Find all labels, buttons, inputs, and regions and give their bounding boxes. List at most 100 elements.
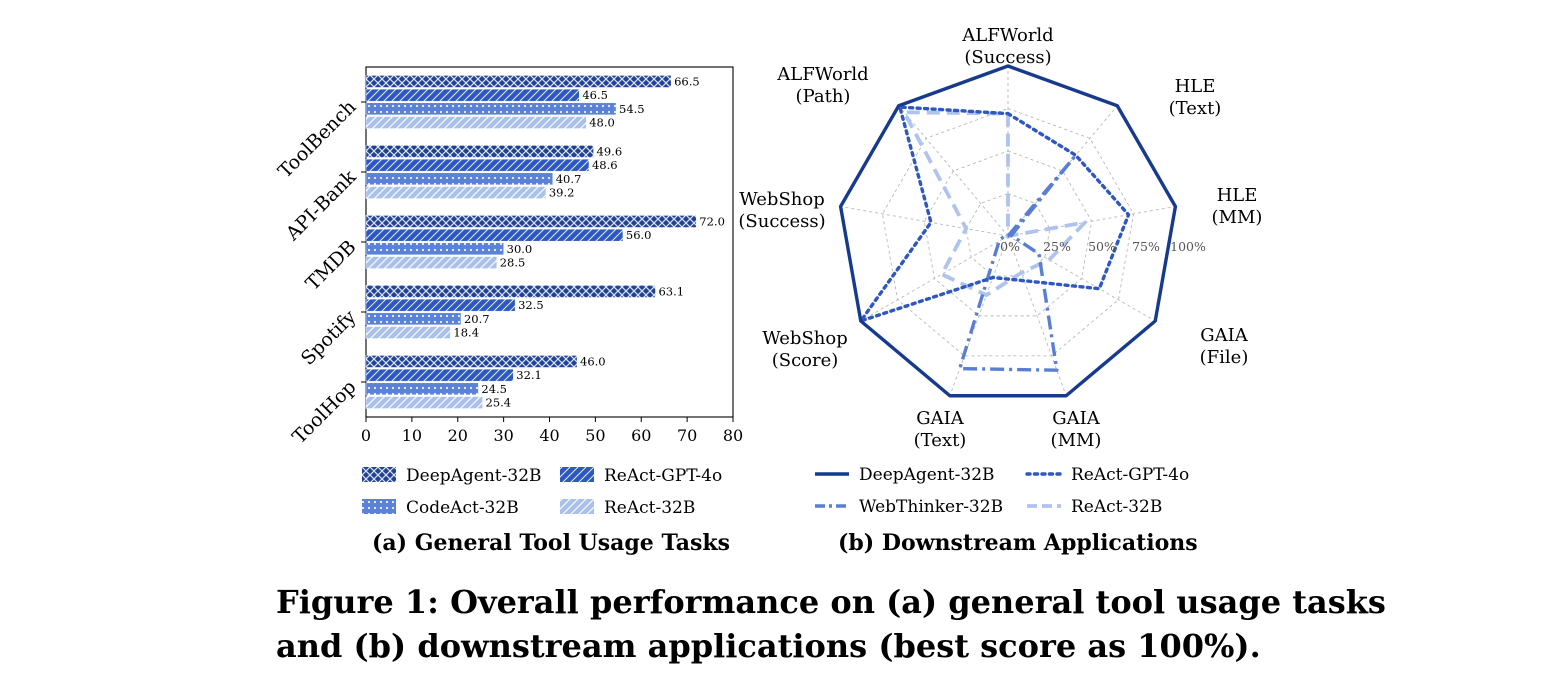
x-tick-label: 70 xyxy=(677,426,697,445)
bar-legend: DeepAgent-32B ReAct-GPT-4o CodeAct-32B ReAc… xyxy=(362,466,722,518)
radar-spoke xyxy=(840,206,1009,237)
radar-axis-label-line: (Score) xyxy=(772,350,839,371)
bar-value-label: 18.4 xyxy=(453,326,479,340)
category-label: TMDB xyxy=(302,236,361,295)
bar xyxy=(365,102,617,116)
bar-value-label: 25.4 xyxy=(486,396,512,410)
radar-axis-label-line: ALFWorld xyxy=(961,25,1053,46)
bar-value-label: 40.7 xyxy=(556,172,582,186)
bar xyxy=(365,326,451,339)
radar-axis-label: GAIA (File) xyxy=(1200,325,1249,368)
bar xyxy=(365,145,594,158)
radar-axis-label-line: WebShop xyxy=(762,328,848,349)
radar-grid-ring xyxy=(965,193,1051,277)
radar-axis-label: WebShop (Score) xyxy=(762,328,848,371)
bar xyxy=(365,172,553,186)
radar-r-tick-label: 25% xyxy=(1043,239,1071,254)
figure-caption: Figure 1: Overall performance on (a) gen… xyxy=(276,580,1386,668)
bar-value-label: 56.0 xyxy=(626,228,652,242)
bar-value-label: 49.6 xyxy=(597,144,623,158)
bar xyxy=(365,186,547,199)
radar-axis-label: ALFWorld (Success) xyxy=(961,25,1053,68)
bar xyxy=(365,382,479,396)
legend-item: ReAct-32B xyxy=(1027,497,1162,517)
radar-series-line xyxy=(902,110,1087,298)
legend-swatch xyxy=(560,499,594,514)
radar-series-line xyxy=(859,105,1131,323)
bar-value-label: 28.5 xyxy=(500,256,526,270)
bar xyxy=(365,88,580,102)
legend-swatch xyxy=(362,499,396,514)
bar-value-label: 20.7 xyxy=(464,312,490,326)
bar-value-label: 32.5 xyxy=(518,298,544,312)
bar xyxy=(365,215,697,228)
x-tick-label: 20 xyxy=(448,426,468,445)
x-tick-label: 80 xyxy=(723,426,743,445)
radar-axis-labels: 0% 25% 50% 75% 100%ALFWorld (Success)HLE (Text… xyxy=(738,25,1262,451)
bar xyxy=(365,298,516,312)
radar-spoke xyxy=(1007,235,1067,396)
radar-axis-label-line: WebShop xyxy=(739,189,825,210)
radar-grid-ring xyxy=(881,108,1135,357)
bar-chart: 0 10 20 30 40 50 60 70 8066.546.554.548.0ToolBen… xyxy=(274,66,743,518)
bar-value-label: 30.0 xyxy=(507,242,533,256)
bar-value-label: 63.1 xyxy=(658,284,684,298)
bar-value-label: 48.6 xyxy=(592,158,618,172)
radar-axis-label: HLE (MM) xyxy=(1212,185,1263,228)
radar-axis-label-line: (Text) xyxy=(1169,98,1222,119)
bar xyxy=(365,368,514,382)
radar-axis-label-line: GAIA xyxy=(916,408,964,429)
bar-value-label: 39.2 xyxy=(549,186,575,200)
radar-spoke xyxy=(1007,235,1156,322)
bar xyxy=(365,355,578,368)
legend-swatch xyxy=(560,467,594,482)
legend-label: DeepAgent-32B xyxy=(859,465,995,485)
bar xyxy=(365,116,587,129)
radar-chart: 0% 25% 50% 75% 100%ALFWorld (Success)HLE (Text… xyxy=(738,25,1262,517)
legend-item: DeepAgent-32B xyxy=(362,466,542,486)
legend-label: ReAct-GPT-4o xyxy=(1071,465,1189,485)
category-label: ToolHop xyxy=(288,376,360,448)
legend-item: ReAct-GPT-4o xyxy=(560,466,722,486)
x-tick-label: 40 xyxy=(539,426,559,445)
x-tick-label: 50 xyxy=(585,426,605,445)
bar xyxy=(365,396,483,409)
radar-spoke xyxy=(1007,206,1176,237)
radar-spoke xyxy=(898,105,1009,237)
bar xyxy=(365,75,672,88)
radar-axis-label: GAIA (MM) xyxy=(1051,408,1102,451)
radar-axis-label-line: (Text) xyxy=(914,430,967,451)
radar-axis-label: HLE (Text) xyxy=(1169,76,1222,119)
legend-item: DeepAgent-32B xyxy=(815,465,995,485)
figure-caption-line-1: Figure 1: Overall performance on (a) gen… xyxy=(276,583,1386,621)
x-tick-label: 10 xyxy=(402,426,422,445)
legend-label: ReAct-32B xyxy=(604,498,695,518)
bar xyxy=(365,256,497,269)
bar xyxy=(365,285,656,298)
radar-axis-label: GAIA (Text) xyxy=(914,408,967,451)
bar-value-label: 54.5 xyxy=(619,102,645,116)
x-tick-label: 60 xyxy=(631,426,651,445)
legend-item: ReAct-GPT-4o xyxy=(1025,465,1189,485)
radar-axis-label: ALFWorld (Path) xyxy=(776,64,868,107)
x-tick-label: 0 xyxy=(361,426,371,445)
radar-axis-label-line: (MM) xyxy=(1051,430,1102,451)
legend-item: CodeAct-32B xyxy=(362,498,519,518)
legend-item: ReAct-32B xyxy=(560,498,695,518)
bar-value-label: 46.0 xyxy=(580,354,606,368)
legend-label: DeepAgent-32B xyxy=(406,466,542,486)
radar-axis-label-line: GAIA xyxy=(1200,325,1248,346)
radar-axis-label-line: (Success) xyxy=(738,211,825,232)
radar-spoke xyxy=(949,235,1009,396)
legend-label: CodeAct-32B xyxy=(406,498,519,518)
legend-swatch xyxy=(362,467,396,482)
legend-label: ReAct-GPT-4o xyxy=(604,466,722,486)
radar-r-tick-label: 0% xyxy=(1000,239,1020,254)
bar-value-label: 72.0 xyxy=(699,214,725,228)
radar-axis-label-line: (MM) xyxy=(1212,207,1263,228)
radar-axis-label-line: (Success) xyxy=(964,47,1051,68)
radar-axis-label-line: (Path) xyxy=(796,86,851,107)
radar-r-tick-label: 100% xyxy=(1170,239,1206,254)
radar-axis-label: WebShop (Success) xyxy=(738,189,825,232)
legend-label: ReAct-32B xyxy=(1071,497,1162,517)
